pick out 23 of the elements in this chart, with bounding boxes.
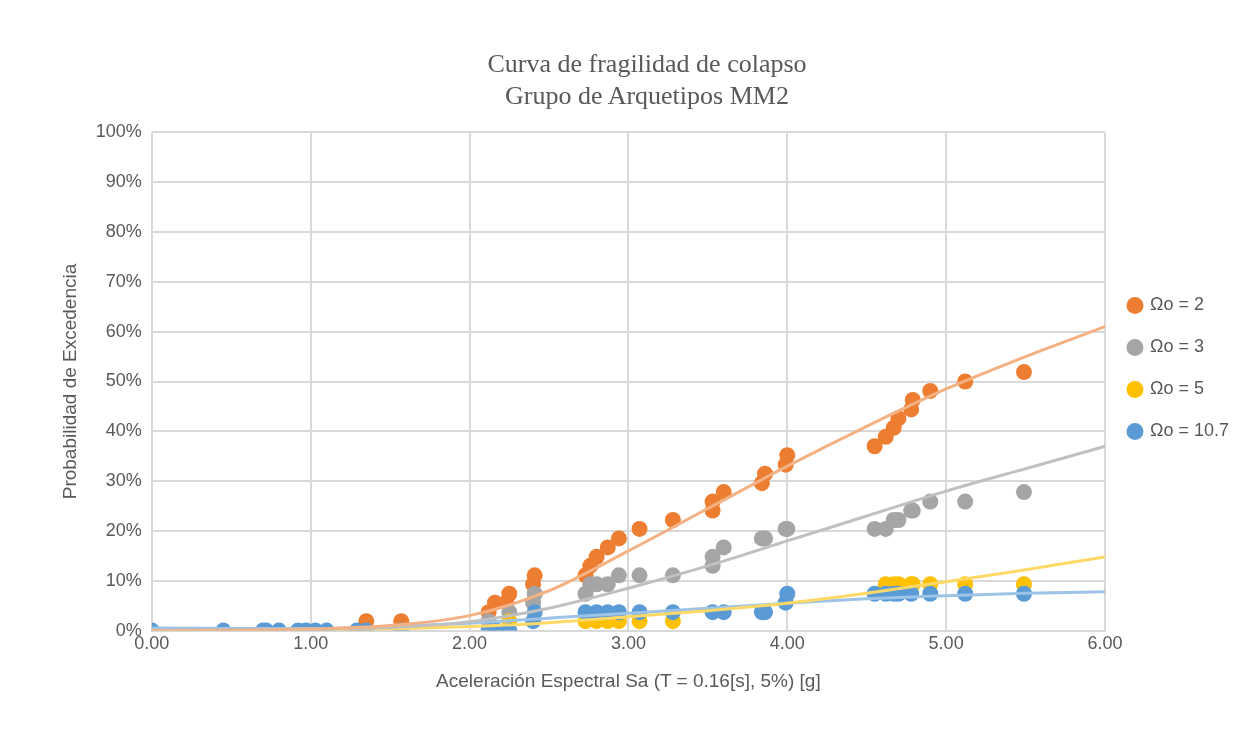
y-tick-label: 40%: [105, 420, 142, 441]
y-tick-label: 10%: [105, 569, 142, 590]
y-tick-label: 50%: [105, 370, 142, 391]
legend-label: Ωo = 3: [1149, 336, 1204, 357]
y-tick-label: 20%: [105, 519, 142, 540]
y-tick-label: 60%: [105, 320, 142, 341]
y-tick-label: 100%: [95, 121, 142, 142]
y-axis-title: Probabilidad de Excedencia: [58, 263, 80, 500]
x-tick-label: 5.00: [928, 633, 964, 654]
x-tick-label: 3.00: [610, 633, 646, 654]
x-tick-label: 6.00: [1087, 633, 1123, 654]
legend-label: Ωo = 5: [1149, 378, 1204, 399]
x-axis-title: Aceleración Espectral Sa (T = 0.16[s], 5%) [g]: [436, 669, 821, 691]
legend-label: Ωo = 2: [1149, 294, 1204, 315]
x-tick-label: 1.00: [293, 633, 329, 654]
x-tick-label: 4.00: [769, 633, 805, 654]
y-tick-label: 80%: [105, 221, 142, 242]
y-tick-label: 30%: [105, 470, 142, 491]
y-tick-label: 70%: [105, 270, 142, 291]
x-tick-label: 2.00: [452, 633, 488, 654]
chart-title: Curva de fragilidad de colapso Grupo de Arquetipos MM2: [487, 49, 807, 110]
y-tick-label: 90%: [105, 171, 142, 192]
legend-label: Ωo = 10.7: [1149, 420, 1229, 441]
